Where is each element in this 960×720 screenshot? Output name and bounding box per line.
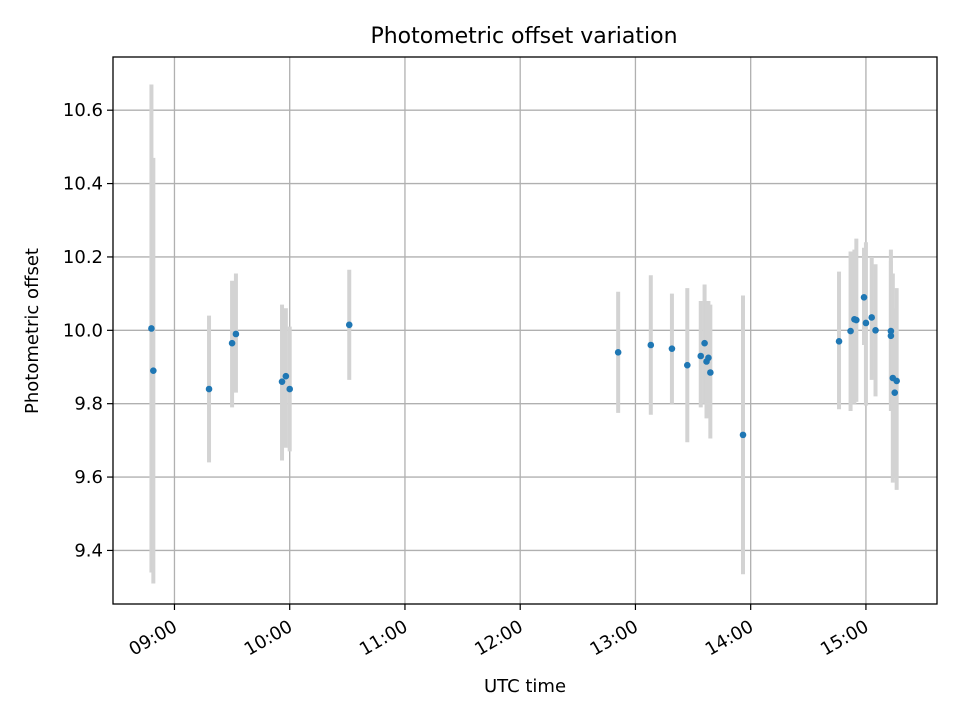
data-point bbox=[835, 338, 843, 345]
data-point bbox=[705, 354, 712, 362]
data-point bbox=[684, 361, 691, 369]
data-point bbox=[860, 293, 868, 301]
data-point bbox=[228, 339, 236, 347]
data-point bbox=[847, 327, 854, 335]
data-point bbox=[868, 314, 875, 321]
chart-title: Photometric offset variation bbox=[370, 24, 677, 49]
x-axis-label: UTC time bbox=[484, 676, 566, 697]
y-tick-label: 9.8 bbox=[74, 394, 103, 415]
x-tick-label: 13:00 bbox=[587, 616, 642, 660]
data-point bbox=[647, 341, 655, 349]
x-tick-label: 15:00 bbox=[817, 616, 872, 660]
error-bars bbox=[149, 84, 899, 584]
data-point bbox=[887, 332, 895, 340]
data-point bbox=[614, 349, 622, 356]
x-tick-label: 11:00 bbox=[356, 616, 411, 660]
y-tick-label: 9.4 bbox=[74, 540, 103, 561]
data-point bbox=[286, 385, 294, 393]
data-point bbox=[282, 372, 290, 380]
y-tick-label: 10.4 bbox=[63, 174, 103, 195]
y-axis-label: Photometric offset bbox=[22, 248, 43, 414]
data-point bbox=[891, 389, 899, 396]
y-tick-label: 10.2 bbox=[63, 247, 103, 268]
data-point bbox=[668, 345, 676, 352]
data-point bbox=[893, 377, 900, 385]
data-point bbox=[853, 316, 860, 324]
data-point bbox=[739, 431, 747, 439]
data-point bbox=[701, 339, 708, 347]
data-point bbox=[278, 378, 286, 385]
x-tick-label: 10:00 bbox=[241, 616, 296, 660]
data-point bbox=[862, 319, 870, 327]
x-tick-label: 09:00 bbox=[126, 616, 181, 660]
data-point bbox=[345, 321, 353, 329]
y-axis: 9.4 9.6 9.8 10.0 10.2 10.4 10.6 bbox=[63, 100, 113, 561]
data-point bbox=[887, 327, 895, 335]
data-point bbox=[205, 385, 213, 393]
y-tick-label: 9.6 bbox=[74, 467, 103, 488]
y-tick-label: 10.6 bbox=[63, 100, 103, 121]
x-axis: 09:00 10:00 11:00 12:00 13:00 14:00 15:00 bbox=[126, 604, 872, 660]
x-tick-label: 12:00 bbox=[471, 616, 526, 660]
y-tick-label: 10.0 bbox=[63, 320, 103, 341]
data-point bbox=[707, 369, 714, 376]
grid bbox=[113, 57, 937, 604]
data-point bbox=[872, 327, 879, 334]
data-point bbox=[148, 325, 155, 332]
x-tick-label: 14:00 bbox=[702, 616, 757, 660]
data-points bbox=[148, 293, 900, 439]
data-point bbox=[232, 330, 240, 338]
data-point bbox=[150, 367, 157, 374]
data-point bbox=[697, 352, 705, 360]
